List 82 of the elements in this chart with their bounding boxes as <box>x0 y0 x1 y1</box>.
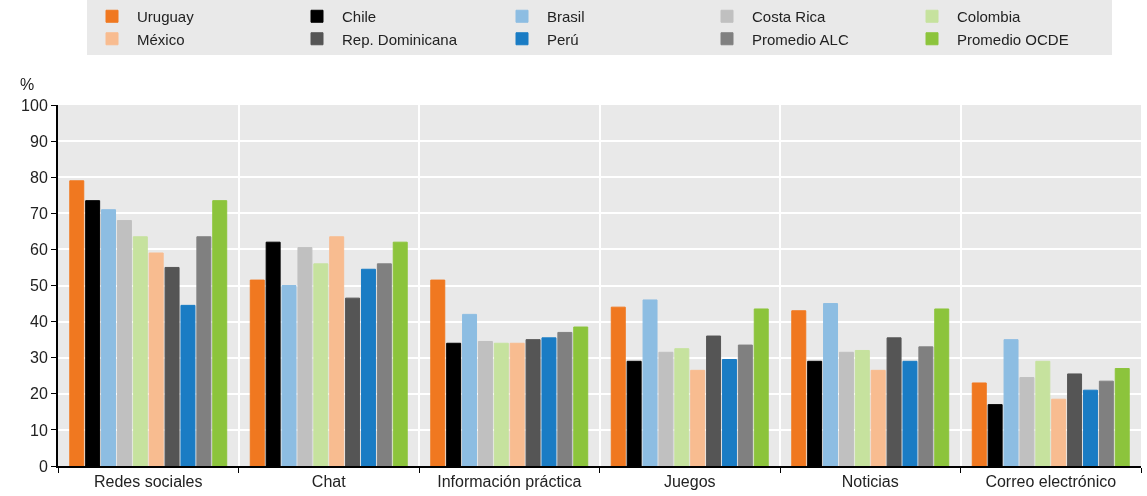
bar <box>281 285 297 466</box>
bar <box>313 263 329 466</box>
bar <box>101 209 117 466</box>
bar <box>870 369 886 466</box>
bar <box>180 304 196 466</box>
bar <box>376 263 392 466</box>
bar <box>132 236 148 466</box>
legend-label: Colombia <box>957 8 1022 26</box>
y-tick-label: 60 <box>30 241 48 258</box>
y-axis-title: % <box>20 76 35 93</box>
bar <box>706 335 722 466</box>
y-tick-label: 80 <box>30 168 48 186</box>
bar <box>329 236 345 466</box>
bar <box>1082 389 1098 466</box>
bar <box>360 268 376 466</box>
bar <box>392 241 408 466</box>
bar <box>1098 380 1114 466</box>
bar <box>249 279 265 466</box>
bar <box>690 369 706 466</box>
bar <box>658 351 674 466</box>
bar <box>674 348 690 466</box>
bar <box>838 351 854 466</box>
bar <box>525 339 541 466</box>
bar <box>541 337 557 466</box>
x-tick-label: Juegos <box>663 473 716 491</box>
bar <box>573 326 589 466</box>
bar <box>971 382 987 466</box>
y-tick-label: 10 <box>30 421 48 439</box>
bar <box>1067 373 1083 466</box>
legend-label: Perú <box>547 30 579 48</box>
bar <box>148 252 164 466</box>
y-tick-label: 20 <box>30 385 48 403</box>
bar <box>69 180 85 466</box>
bar <box>902 360 918 466</box>
bar <box>196 236 212 466</box>
bar <box>721 359 737 466</box>
bar <box>509 342 525 466</box>
legend-label: México <box>137 30 185 48</box>
y-tick-label: 70 <box>30 204 48 222</box>
y-tick-label: 90 <box>30 132 48 150</box>
bar <box>1051 398 1067 466</box>
bar <box>557 331 573 466</box>
x-tick-label: Chat <box>311 473 347 491</box>
bar <box>610 306 626 466</box>
y-tick-label: 100 <box>21 96 48 114</box>
bar <box>823 303 839 466</box>
bar <box>164 266 180 466</box>
bar <box>212 200 228 466</box>
y-tick-label: 0 <box>38 457 48 475</box>
bar <box>297 247 313 466</box>
legend-label: Brasil <box>547 8 585 26</box>
legend-label: Promedio OCDE <box>957 30 1069 48</box>
bar <box>1019 377 1035 466</box>
legend-label: Costa Rica <box>752 8 827 26</box>
bar <box>737 344 753 466</box>
bar <box>345 297 361 466</box>
bar <box>753 308 769 466</box>
x-tick-label: Noticias <box>841 473 899 491</box>
legend-label: Uruguay <box>137 8 195 26</box>
y-tick-label: 30 <box>30 349 48 367</box>
legend-label: Rep. Dominicana <box>342 30 458 48</box>
y-tick-label: 40 <box>30 313 48 331</box>
bar <box>886 337 902 466</box>
bar <box>934 308 950 466</box>
legend-label: Promedio ALC <box>752 30 849 48</box>
y-tick-label: 50 <box>30 277 48 295</box>
bar <box>493 342 509 466</box>
bar <box>791 310 807 466</box>
bar <box>477 340 493 466</box>
bar <box>1035 360 1051 466</box>
bar <box>430 279 446 466</box>
x-tick-label: Redes sociales <box>94 473 203 491</box>
bar <box>462 313 478 466</box>
legend-label: Chile <box>342 8 377 26</box>
x-tick-label: Correo electrónico <box>985 473 1117 491</box>
bar <box>642 299 658 466</box>
x-tick-label: Información práctica <box>437 473 582 491</box>
bar <box>1114 368 1130 466</box>
bar <box>116 220 132 466</box>
bar <box>1003 339 1019 466</box>
bar <box>918 346 934 466</box>
bar <box>854 349 870 466</box>
